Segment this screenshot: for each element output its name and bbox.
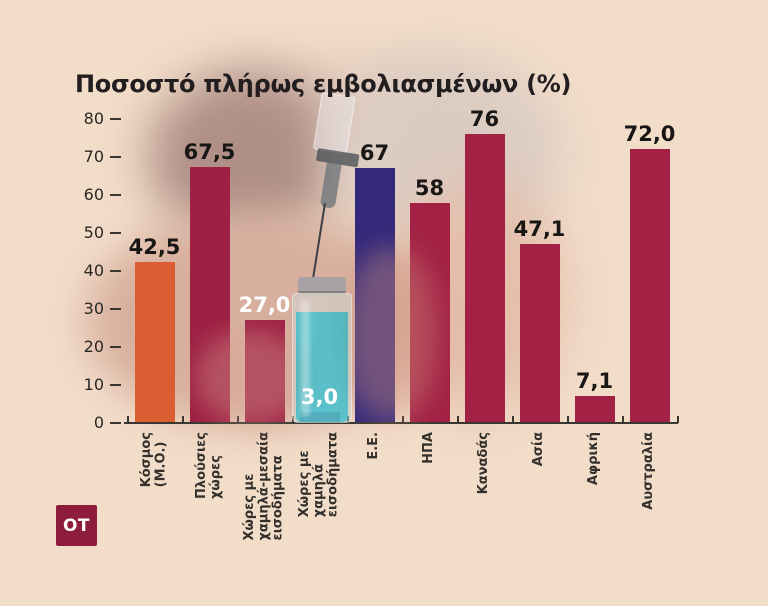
x-axis-category-text: Καναδάς (476, 432, 492, 495)
bar-value-text: 76 (469, 107, 500, 132)
y-axis-tick-mark (110, 346, 121, 348)
bar (630, 149, 670, 423)
bar-value-text: 7,1 (575, 369, 614, 394)
x-axis-tick-mark (182, 416, 184, 423)
y-axis-tick-label: 60 (83, 185, 104, 204)
y-axis-tick-label: 10 (83, 375, 104, 394)
bar (245, 320, 285, 423)
y-axis-tick-mark (110, 194, 121, 196)
bar-value-text: 72,0 (623, 122, 676, 147)
y-axis-tick-mark (110, 232, 121, 234)
y-axis-tick-mark (110, 384, 121, 386)
x-axis-tick-mark (237, 416, 239, 423)
bar-value-text: 58 (414, 175, 445, 200)
chart-title: Ποσοστό πλήρως εμβολιασμένων (%) (75, 70, 572, 98)
ot-logo: OT (56, 505, 97, 546)
x-axis-line (124, 422, 678, 424)
x-axis-category-text: Κόσμος (Μ.Ο.) (139, 432, 169, 488)
y-axis-tick-mark (110, 308, 121, 310)
y-axis-tick-mark (110, 422, 121, 424)
y-axis-tick-mark (110, 156, 121, 158)
y-axis-tick-label: 40 (83, 261, 104, 280)
x-axis-tick-mark (292, 416, 294, 423)
bar (520, 244, 560, 423)
x-axis-tick-mark (512, 416, 514, 423)
x-axis-category-text: Ασία (531, 432, 547, 467)
x-axis-tick-mark (347, 416, 349, 423)
x-axis-tick-mark (567, 416, 569, 423)
bar (465, 134, 505, 423)
x-axis-category-text: Αυστραλία (641, 432, 657, 510)
y-axis-tick-label: 70 (83, 147, 104, 166)
x-axis-tick-mark (622, 416, 624, 423)
y-axis-tick-label: 30 (83, 299, 104, 318)
bar-value-text: 67,5 (183, 139, 236, 164)
x-axis-category-text: Χώρες με χαμηλά-μεσαία εισοδήματα (242, 432, 286, 541)
bar-value-text: 27,0 (238, 293, 291, 318)
y-axis-tick-label: 0 (93, 413, 104, 432)
bar (135, 261, 175, 423)
bar (410, 202, 450, 423)
bar (355, 168, 395, 423)
y-axis-tick-mark (110, 118, 121, 120)
y-axis-tick-label: 80 (83, 109, 104, 128)
x-axis-category-text: Πλούσιες χώρες (194, 432, 224, 499)
y-axis-tick-label: 50 (83, 223, 104, 242)
bar (575, 396, 615, 423)
bar (190, 166, 230, 423)
x-axis-category-text: Αφρική (586, 432, 602, 486)
x-axis-category-text: ΗΠΑ (421, 432, 437, 464)
x-axis-tick-mark (677, 416, 679, 423)
bar-value-text: 42,5 (128, 234, 181, 259)
x-axis-tick-mark (127, 416, 129, 423)
y-axis-tick-label: 20 (83, 337, 104, 356)
bar-value-text: 47,1 (513, 217, 566, 242)
x-axis-category-text: Χώρες με χαμηλά εισοδήματα (297, 432, 341, 518)
y-axis-tick-mark (110, 270, 121, 272)
bar-value-text: 67 (359, 141, 390, 166)
x-axis-tick-mark (457, 416, 459, 423)
bar-value-text: 3,0 (300, 384, 339, 409)
x-axis-category-text: Ε.Ε. (366, 432, 382, 460)
x-axis-tick-mark (402, 416, 404, 423)
